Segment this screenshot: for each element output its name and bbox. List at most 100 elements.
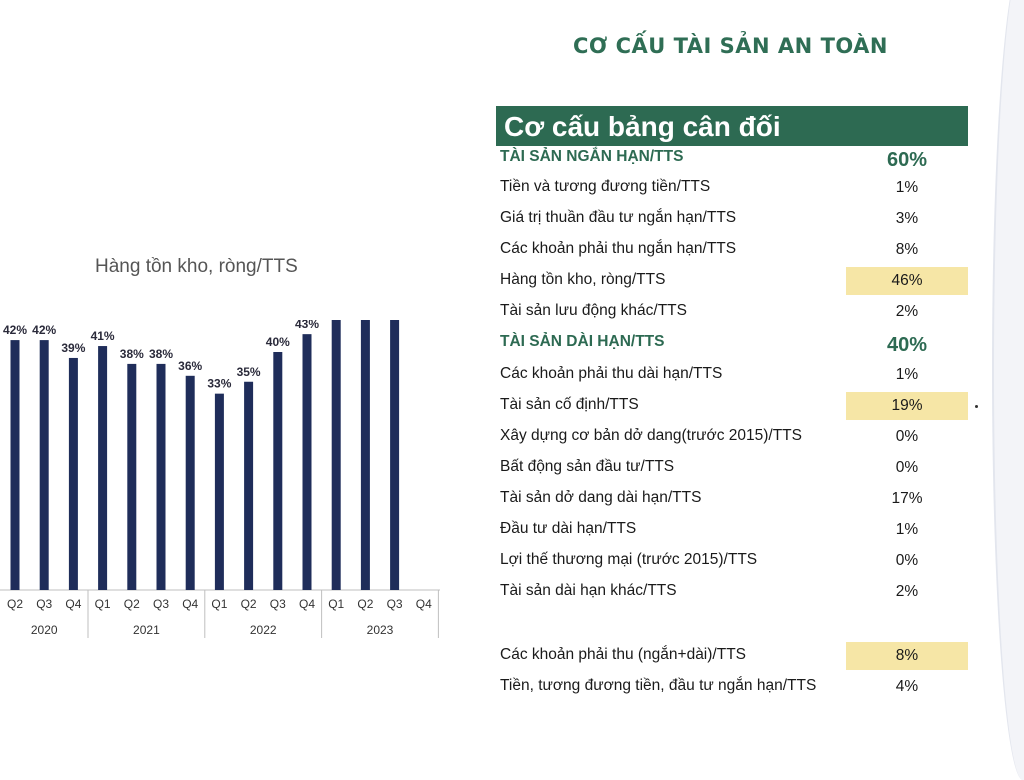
row-label: Tài sản dở dang dài hạn/TTS [500, 489, 702, 506]
row-label: Các khoản phải thu (ngắn+dài)/TTS [500, 646, 746, 663]
x-tick-label-0: Q2 [7, 597, 23, 611]
x-tick-label-2: Q4 [65, 597, 81, 611]
row-label: TÀI SẢN DÀI HẠN/TTS [500, 333, 665, 350]
row-label: Tiền và tương đương tiền/TTS [500, 178, 711, 195]
table-row: Đầu tư dài hạn/TTS 1% [496, 516, 968, 544]
table-row: Các khoản phải thu ngắn hạn/TTS 8% [496, 236, 968, 264]
inventory-bar-chart: 42% Q2 42% Q3 39% Q4 41% Q1 38% Q2 38% Q3 36% Q4 33% Q1… [0, 320, 440, 638]
decorative-edge [992, 0, 1024, 780]
row-label: Tài sản cố định/TTS [500, 396, 639, 413]
bar-10 [302, 334, 312, 590]
bar-3 [98, 346, 108, 590]
row-value: 1% [895, 366, 919, 383]
row-label: Lợi thế thương mại (trước 2015)/TTS [500, 551, 758, 568]
row-label: Các khoản phải thu dài hạn/TTS [500, 365, 723, 382]
table-row: Các khoản phải thu (ngắn+dài)/TTS 8% [496, 642, 968, 670]
bar-9 [273, 352, 283, 590]
x-tick-label-9: Q3 [270, 597, 286, 611]
row-value: 1% [895, 179, 919, 196]
row-value: 17% [891, 490, 923, 507]
row-value: 1% [895, 521, 919, 538]
table-row: Tiền, tương đương tiền, đầu tư ngắn hạn/… [496, 673, 968, 701]
table-row: Tài sản dở dang dài hạn/TTS 17% [496, 485, 968, 513]
table-row: Bất động sản đầu tư/TTS 0% [496, 454, 968, 482]
bar-7 [214, 393, 224, 590]
row-value: 3% [895, 210, 919, 227]
x-tick-label-10: Q4 [299, 597, 315, 611]
table-section-row: TÀI SẢN DÀI HẠN/TTS 40% [496, 331, 968, 359]
table-row: Tài sản lưu động khác/TTS 2% [496, 298, 968, 326]
row-value: 60% [886, 149, 928, 171]
bar-value-label-3: 41% [91, 329, 115, 343]
bar-value-label-7: 33% [207, 377, 231, 391]
table-row: Tài sản dài hạn khác/TTS 2% [496, 578, 968, 606]
year-label-2021: 2021 [133, 623, 160, 637]
row-value: 0% [895, 459, 919, 476]
row-value: 2% [895, 303, 919, 320]
x-tick-label-6: Q4 [182, 597, 198, 611]
x-tick-label-7: Q1 [211, 597, 227, 611]
x-tick-label-8: Q2 [241, 597, 257, 611]
x-tick-label-11: Q1 [328, 597, 344, 611]
bar-1 [39, 340, 49, 590]
bar-12 [360, 320, 370, 590]
table-row: Các khoản phải thu dài hạn/TTS 1% [496, 361, 968, 389]
row-label: TÀI SẢN NGẮN HẠN/TTS [500, 148, 684, 165]
row-label: Tài sản lưu động khác/TTS [500, 302, 687, 319]
row-label: Đầu tư dài hạn/TTS [500, 520, 637, 537]
table-row: Giá trị thuần đầu tư ngắn hạn/TTS 3% [496, 205, 968, 233]
row-value: 46% [846, 267, 968, 295]
row-label: Bất động sản đầu tư/TTS [500, 458, 675, 475]
bar-value-label-6: 36% [178, 359, 202, 373]
row-value: 0% [895, 428, 919, 445]
year-label-2022: 2022 [250, 623, 277, 637]
bar-value-label-2: 39% [61, 341, 85, 355]
bar-value-label-4: 38% [120, 347, 144, 361]
stray-dot [975, 405, 978, 408]
table-row: Hàng tồn kho, ròng/TTS 46% [496, 267, 968, 295]
x-tick-label-12: Q2 [357, 597, 373, 611]
bar-4 [127, 363, 137, 590]
bar-0 [10, 340, 20, 590]
balance-table-header: Cơ cấu bảng cân đối [496, 106, 968, 146]
bar-value-label-9: 40% [266, 335, 290, 349]
bar-5 [156, 363, 166, 590]
x-tick-label-1: Q3 [36, 597, 52, 611]
x-tick-label-3: Q1 [95, 597, 111, 611]
year-label-2023: 2023 [367, 623, 394, 637]
x-tick-label-5: Q3 [153, 597, 169, 611]
row-value: 4% [895, 678, 919, 695]
row-label: Tiền, tương đương tiền, đầu tư ngắn hạn/… [500, 677, 817, 694]
row-value: 0% [895, 552, 919, 569]
table-row: Tài sản cố định/TTS 19% [496, 392, 968, 420]
row-value: 8% [846, 642, 968, 670]
bar-value-label-10: 43% [295, 320, 319, 331]
row-label: Xây dựng cơ bản dở dang(trước 2015)/TTS [500, 427, 802, 444]
bar-value-label-1: 42% [32, 323, 56, 337]
table-row: Tiền và tương đương tiền/TTS 1% [496, 174, 968, 202]
table-section-row: TÀI SẢN NGẮN HẠN/TTS 60% [496, 146, 968, 174]
row-label: Tài sản dài hạn khác/TTS [500, 582, 677, 599]
bar-6 [185, 375, 195, 590]
table-row: Lợi thế thương mại (trước 2015)/TTS 0% [496, 547, 968, 575]
row-label: Hàng tồn kho, ròng/TTS [500, 271, 666, 288]
page-title: CƠ CẤU TÀI SẢN AN TOÀN [573, 34, 889, 58]
row-value: 2% [895, 583, 919, 600]
row-label: Các khoản phải thu ngắn hạn/TTS [500, 240, 737, 257]
bar-11 [331, 320, 341, 590]
chart-title: Hàng tồn kho, ròng/TTS [95, 256, 298, 277]
row-value: 8% [895, 241, 919, 258]
row-label: Giá trị thuần đầu tư ngắn hạn/TTS [500, 209, 737, 226]
x-tick-label-13: Q3 [387, 597, 403, 611]
bar-13 [390, 320, 400, 590]
bar-value-label-8: 35% [237, 365, 261, 379]
x-tick-label-4: Q2 [124, 597, 140, 611]
bar-8 [244, 381, 254, 590]
row-value: 40% [886, 334, 928, 356]
bar-value-label-0: 42% [3, 323, 27, 337]
year-label-2020: 2020 [31, 623, 58, 637]
table-row: Xây dựng cơ bản dở dang(trước 2015)/TTS 0… [496, 423, 968, 451]
row-value: 19% [846, 392, 968, 420]
bar-2 [68, 357, 78, 590]
bar-value-label-5: 38% [149, 347, 173, 361]
